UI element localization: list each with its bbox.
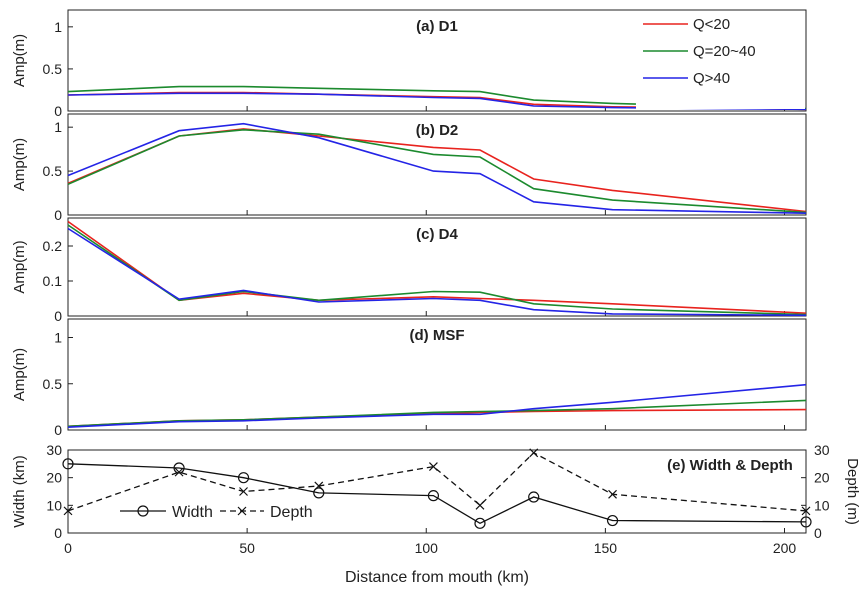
panel-frame: [67, 449, 807, 534]
y-axis-label: Amp(m): [11, 348, 28, 401]
legend-entry: Q>40: [693, 70, 730, 87]
data-point-depth: [475, 500, 485, 510]
y2-tick-label: 10: [814, 497, 830, 513]
y-tick-label: 1: [54, 19, 62, 35]
panel-frame: [67, 113, 807, 216]
data-point-depth: [608, 489, 617, 499]
data-point-depth: [428, 462, 438, 472]
data-point-depth: [314, 481, 324, 491]
data-point-width: [606, 514, 619, 527]
x-axis-label: Distance from mouth (km): [345, 569, 529, 586]
y-tick-label: 0: [54, 308, 62, 324]
series-line-q-20-40: [67, 399, 807, 428]
y2-axis-label: Depth (m): [844, 458, 861, 525]
panel-title: (e) Width & Depth: [667, 457, 793, 474]
data-point-width: [237, 472, 250, 484]
panel-title: (d) MSF: [410, 327, 465, 344]
y-axis-label: Amp(m): [11, 138, 28, 191]
series-line-q-40: [67, 92, 807, 111]
y-tick-label: 0.2: [43, 238, 63, 254]
panel-frame: [67, 9, 807, 112]
y-tick-label: 0: [54, 525, 62, 541]
legend-entry: Depth: [270, 504, 313, 521]
x-tick-label: 0: [64, 540, 72, 556]
y-axis-label: Amp(m): [11, 34, 28, 87]
legend-entry: Q<20: [693, 16, 730, 33]
y-tick-label: 0: [54, 207, 62, 223]
legend-marker-width: [137, 505, 149, 517]
panel-2: 0 0.5 1 Amp(m) (b) D2: [11, 113, 807, 223]
data-point-depth: [174, 467, 184, 477]
panel-title: (a) D1: [416, 18, 458, 35]
data-point-depth: [529, 448, 539, 458]
data-point-width: [62, 458, 74, 470]
y-tick-label: 30: [46, 442, 62, 458]
data-point-width: [427, 490, 440, 502]
y2-tick-label: 30: [814, 442, 830, 458]
panel-title: (b) D2: [416, 122, 459, 139]
legend-entry: Q=20~40: [693, 43, 756, 60]
x-tick-label: 50: [239, 540, 255, 556]
y-tick-label: 0.5: [43, 61, 63, 77]
series-line-q-20: [67, 128, 807, 213]
series-line-q-40: [67, 383, 807, 428]
series-line-q-20-40: [67, 224, 807, 316]
data-point-depth: [63, 506, 73, 516]
y-tick-label: 0.1: [43, 273, 63, 289]
legend: Width Depth: [120, 504, 313, 521]
x-tick-label: 100: [415, 540, 439, 556]
x-tick-label: 200: [773, 540, 797, 556]
legend-marker-depth: [237, 506, 247, 516]
data-point-depth: [239, 487, 248, 496]
data-point-width: [800, 516, 812, 528]
legend: Q<20 Q=20~40 Q>40: [636, 11, 805, 109]
panels: 0 0.5 1 Amp(m) (a) D1 Q<20 Q=20~40 Q>40 0 0.5 1 Amp…: [11, 9, 861, 556]
y-tick-label: 0: [54, 422, 62, 438]
y2-tick-label: 20: [814, 470, 830, 486]
y-axis-label: Amp(m): [11, 240, 28, 293]
y-tick-label: 0.5: [43, 376, 63, 392]
y-tick-label: 10: [46, 497, 62, 513]
data-point-depth: [801, 506, 811, 516]
series-line-q-40: [67, 227, 807, 317]
panel-frame: [67, 217, 807, 317]
y-tick-label: 1: [54, 119, 62, 135]
series-line-width: [67, 463, 807, 525]
data-point-width: [173, 462, 185, 474]
y-tick-label: 1: [54, 330, 62, 346]
legend-box: [636, 11, 805, 109]
series-line-depth: [67, 452, 807, 512]
y-tick-label: 0.5: [43, 163, 63, 179]
panel-title: (c) D4: [416, 226, 458, 243]
panel-3: 0 0.1 0.2 Amp(m) (c) D4: [11, 217, 807, 324]
data-point-width: [313, 487, 325, 499]
panel-5: 0 10 20 30 0 10 20 30 Depth (m) Width (km) (e) Wid…: [11, 442, 861, 556]
panel-1: 0 0.5 1 Amp(m) (a) D1 Q<20 Q=20~40 Q>40: [11, 9, 807, 119]
panel-frame: [67, 318, 807, 431]
series-line-q-20-40: [67, 85, 807, 110]
y2-tick-label: 0: [814, 525, 822, 541]
data-point-width: [528, 491, 540, 503]
legend-entry: Width: [172, 504, 213, 521]
series-line-q-40: [67, 122, 807, 214]
y-axis-label: Width (km): [11, 455, 28, 528]
data-point-width: [474, 517, 486, 529]
y-tick-label: 20: [46, 470, 62, 486]
y-tick-label: 0: [54, 103, 62, 119]
series-line-q-20-40: [67, 128, 807, 214]
x-tick-label: 150: [594, 540, 618, 556]
panel-4: 0 0.5 1 Amp(m) (d) MSF: [11, 318, 807, 438]
